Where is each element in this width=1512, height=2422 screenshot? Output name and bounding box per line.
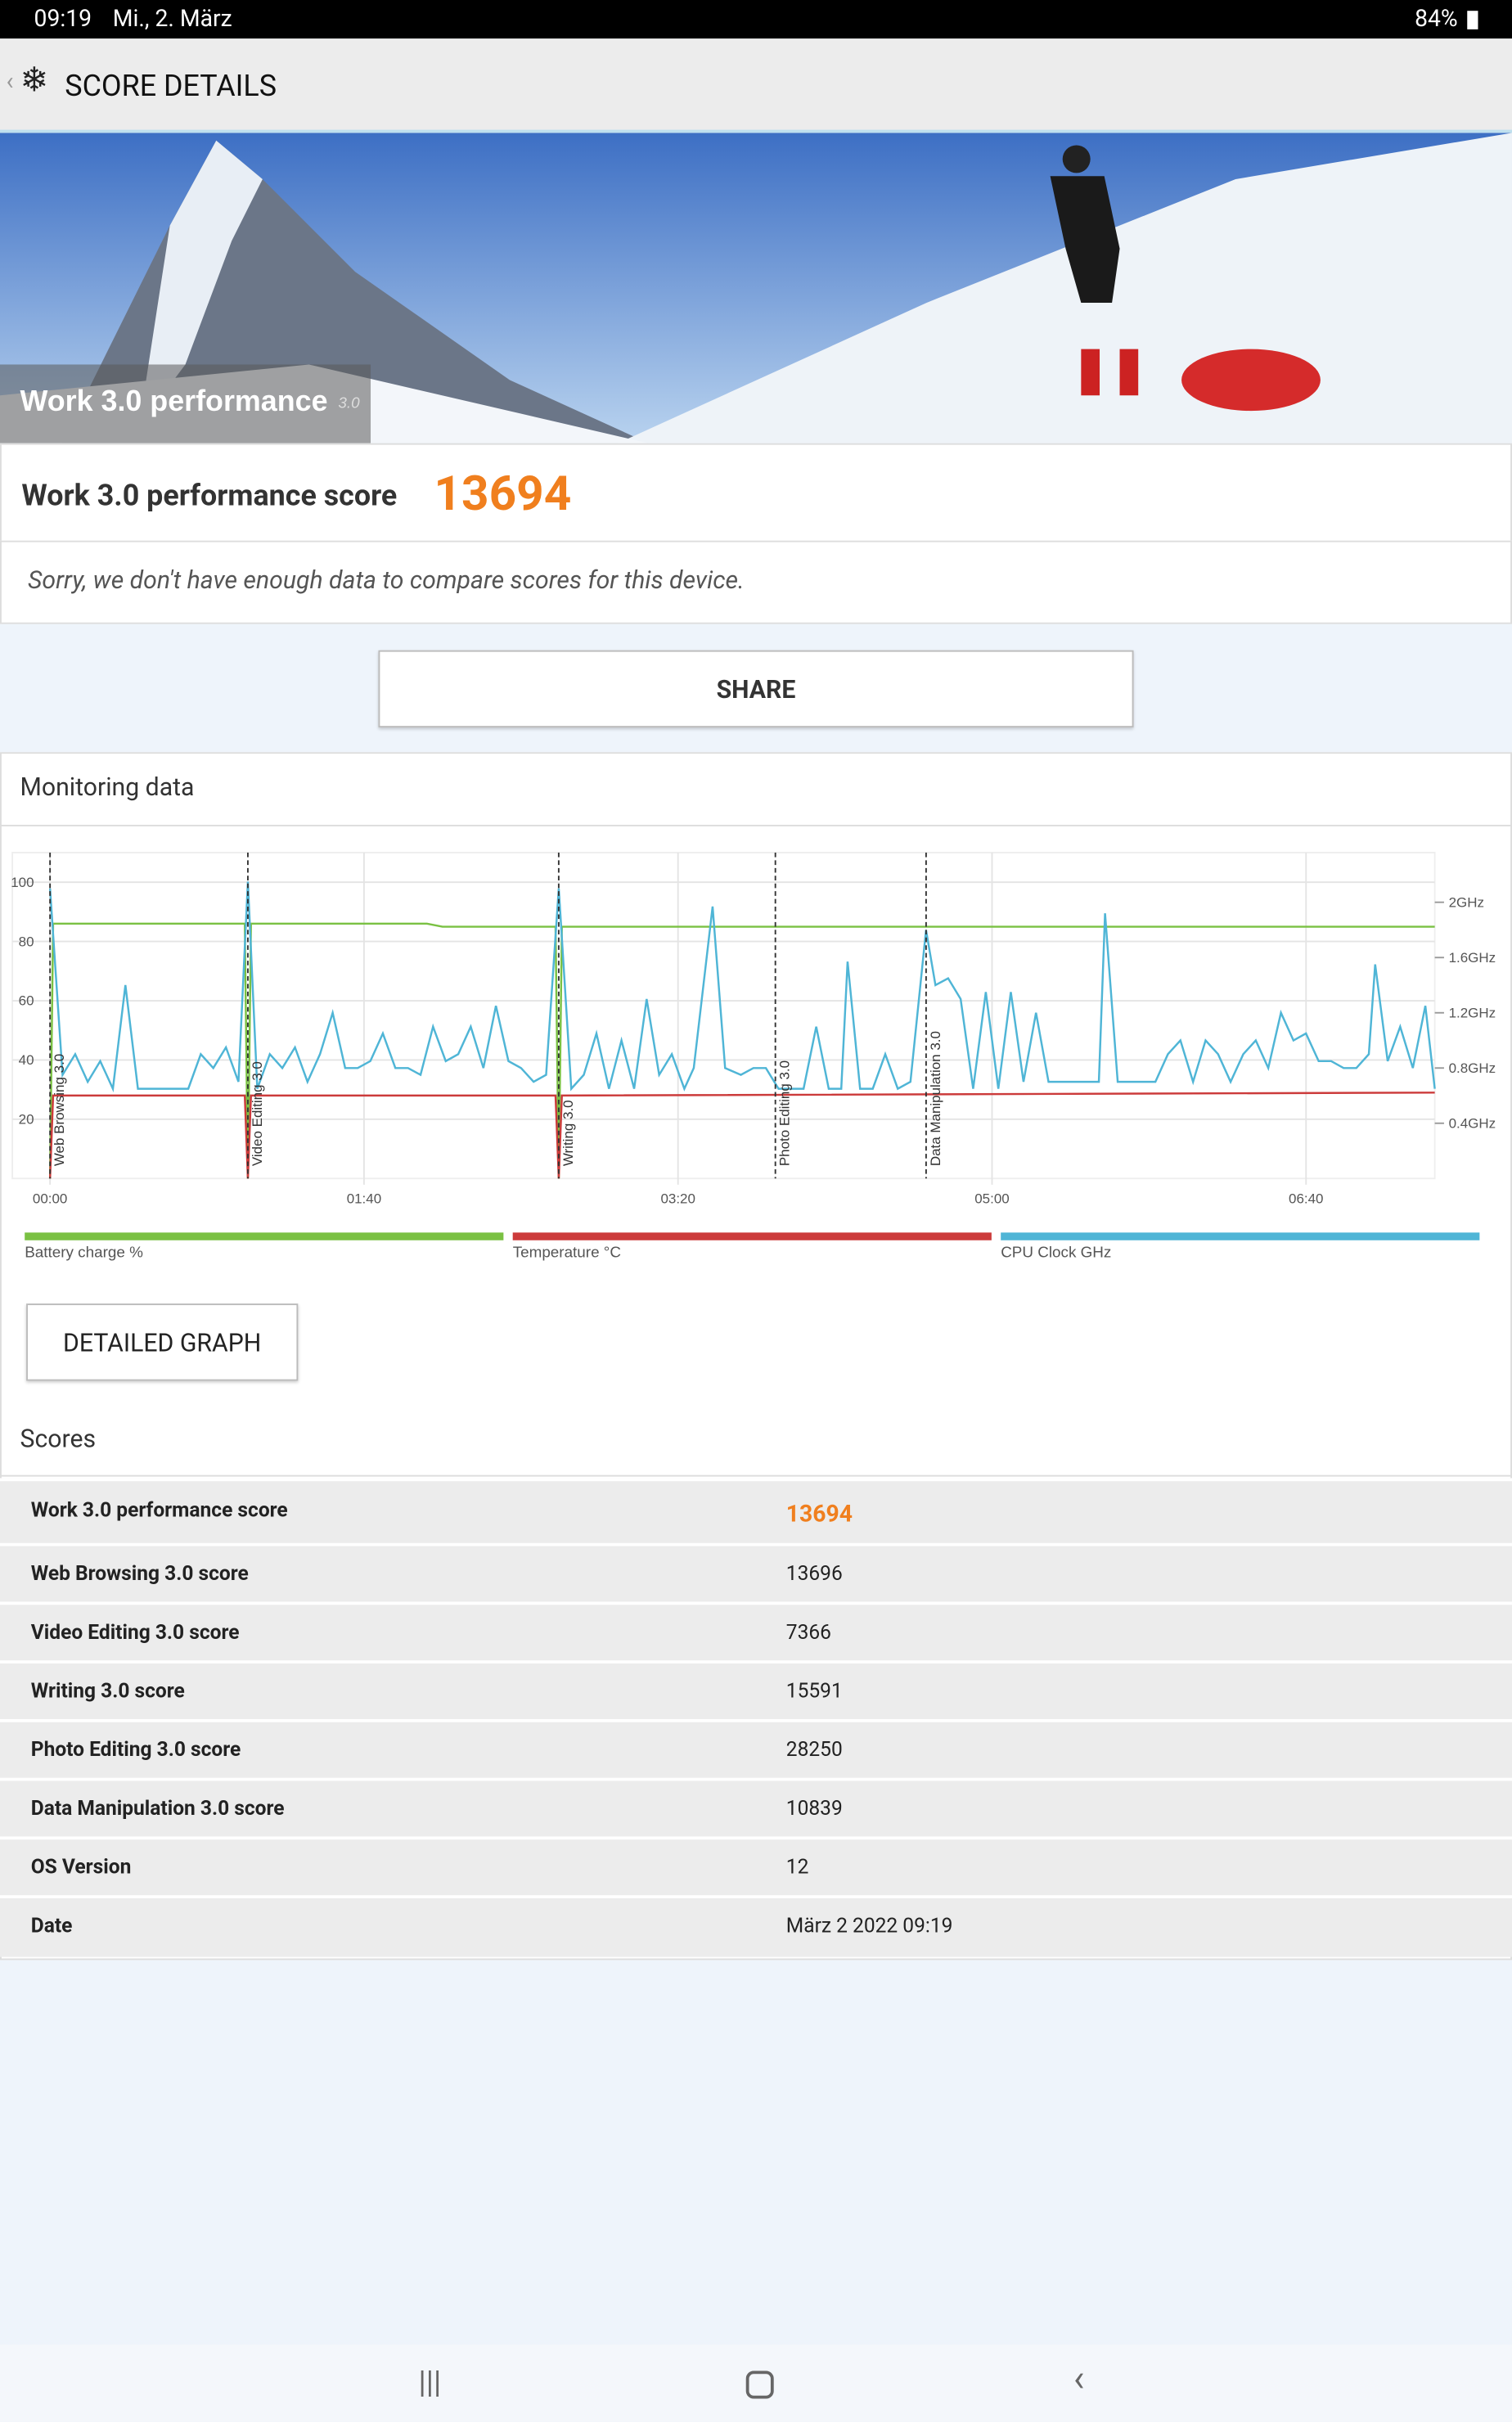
banner-label-bg	[0, 364, 371, 443]
notice-card: Sorry, we don't have enough data to comp…	[0, 540, 1512, 624]
divider	[0, 1474, 1512, 1477]
row-value: 12	[785, 1856, 809, 1880]
y-tick-label: 100	[11, 875, 34, 890]
y-tick-label: 40	[19, 1052, 34, 1068]
row-label: Web Browsing 3.0 score	[30, 1563, 249, 1587]
detailed-graph-button[interactable]: DETAILED GRAPH	[26, 1303, 299, 1381]
y2-tick-label: 1.2GHz	[1449, 1005, 1496, 1020]
scores-title: Scores	[20, 1424, 97, 1454]
x-tick-label: 01:40	[347, 1191, 381, 1206]
score-row: Date März 2 2022 09:19	[0, 1895, 1512, 1957]
legend-swatch	[1001, 1232, 1480, 1240]
row-label: Data Manipulation 3.0 score	[30, 1798, 285, 1821]
marker-label: Video Editing 3.0	[250, 1061, 265, 1166]
sled	[1181, 349, 1321, 412]
y2-tick-label: 2GHz	[1449, 894, 1484, 910]
skier-head	[1062, 145, 1091, 173]
date: Mi., 2. März	[112, 4, 232, 33]
row-label: Work 3.0 performance score	[30, 1499, 288, 1524]
series-line	[48, 881, 1436, 1093]
score-row: Video Editing 3.0 score 7366	[0, 1601, 1512, 1663]
legend-label: Battery charge %	[25, 1244, 143, 1261]
status-bar: 09:19 Mi., 2. März 84%	[0, 0, 1512, 39]
battery: 84%	[1415, 4, 1458, 33]
app-bar: ‹ ❄ SCORE DETAILS	[0, 38, 1512, 133]
score-row: Writing 3.0 score 15591	[0, 1660, 1512, 1722]
skier-body	[1050, 176, 1120, 303]
back-button[interactable]: ‹	[1073, 2357, 1085, 2401]
banner-version: 3.0	[338, 394, 360, 411]
row-value: 13694	[785, 1499, 853, 1528]
y2-tick-label: 1.6GHz	[1449, 950, 1496, 966]
series-line	[48, 922, 1435, 1179]
app-title: SCORE DETAILS	[65, 68, 277, 104]
x-tick-label: 06:40	[1289, 1191, 1323, 1206]
y2-tick-label: 0.4GHz	[1449, 1115, 1496, 1131]
score-row: Data Manipulation 3.0 score 10839	[0, 1777, 1512, 1840]
y2-tick-label: 0.8GHz	[1449, 1060, 1496, 1076]
score-row: Work 3.0 performance score 13694	[0, 1478, 1512, 1546]
banner: Work 3.0 performance 3.0	[0, 133, 1512, 443]
row-value: 13696	[785, 1563, 843, 1587]
share-button[interactable]: SHARE	[378, 650, 1134, 728]
score-value: 13694	[434, 465, 572, 523]
legend-swatch	[512, 1232, 992, 1240]
y-tick-label: 60	[19, 993, 34, 1009]
score-row: Photo Editing 3.0 score 28250	[0, 1718, 1512, 1781]
score-label: Work 3.0 performance score	[21, 477, 398, 513]
battery-icon	[1467, 11, 1478, 29]
row-value: 10839	[785, 1798, 843, 1821]
monitoring-title: Monitoring data	[20, 772, 195, 802]
row-label: OS Version	[30, 1856, 132, 1880]
time: 09:19	[34, 4, 92, 33]
y-tick-label: 80	[19, 934, 34, 949]
legend-label: Temperature °C	[513, 1244, 621, 1261]
row-label: Photo Editing 3.0 score	[30, 1739, 241, 1762]
plot-area	[11, 852, 1436, 1180]
x-tick-label: 00:00	[33, 1191, 67, 1206]
skier-leg	[1119, 349, 1139, 396]
marker-label: Web Browsing 3.0	[52, 1054, 67, 1166]
divider	[0, 824, 1512, 826]
marker-label: Data Manipulation 3.0	[928, 1031, 943, 1166]
nav-bar: ||| ‹	[0, 2344, 1512, 2422]
marker-label: Photo Editing 3.0	[777, 1060, 793, 1166]
chart: 20 40 60 80 100 0.4GHz 0.8GHz 1.2GHz 1.6GHz 2GHz 0…	[11, 852, 1496, 1261]
row-value: 15591	[785, 1680, 843, 1704]
score-row: Web Browsing 3.0 score 13696	[0, 1542, 1512, 1605]
x-tick-label: 05:00	[974, 1191, 1009, 1206]
notice: Sorry, we don't have enough data to comp…	[27, 565, 745, 595]
home-button[interactable]	[745, 2370, 774, 2399]
y-tick-label: 20	[19, 1112, 34, 1128]
score-card: Work 3.0 performance score 13694	[0, 443, 1512, 544]
marker-label: Writing 3.0	[560, 1100, 576, 1166]
series-line	[48, 1092, 1435, 1179]
skier-leg	[1081, 349, 1100, 396]
x-tick-label: 03:20	[660, 1191, 695, 1206]
app-icon: ❄	[20, 61, 49, 101]
row-value: 28250	[785, 1739, 843, 1762]
banner-title: Work 3.0 performance	[20, 385, 328, 417]
back-icon[interactable]: ‹	[6, 66, 14, 97]
row-label: Video Editing 3.0 score	[30, 1622, 240, 1645]
row-label: Writing 3.0 score	[30, 1680, 185, 1704]
row-value: März 2 2022 09:19	[785, 1915, 953, 1938]
snow	[138, 140, 263, 426]
row-value: 7366	[785, 1622, 831, 1645]
row-label: Date	[30, 1915, 73, 1938]
legend-label: CPU Clock GHz	[1001, 1244, 1111, 1261]
recents-button[interactable]: |||	[418, 2363, 442, 2401]
score-row: OS Version 12	[0, 1836, 1512, 1898]
legend-swatch	[25, 1232, 504, 1240]
